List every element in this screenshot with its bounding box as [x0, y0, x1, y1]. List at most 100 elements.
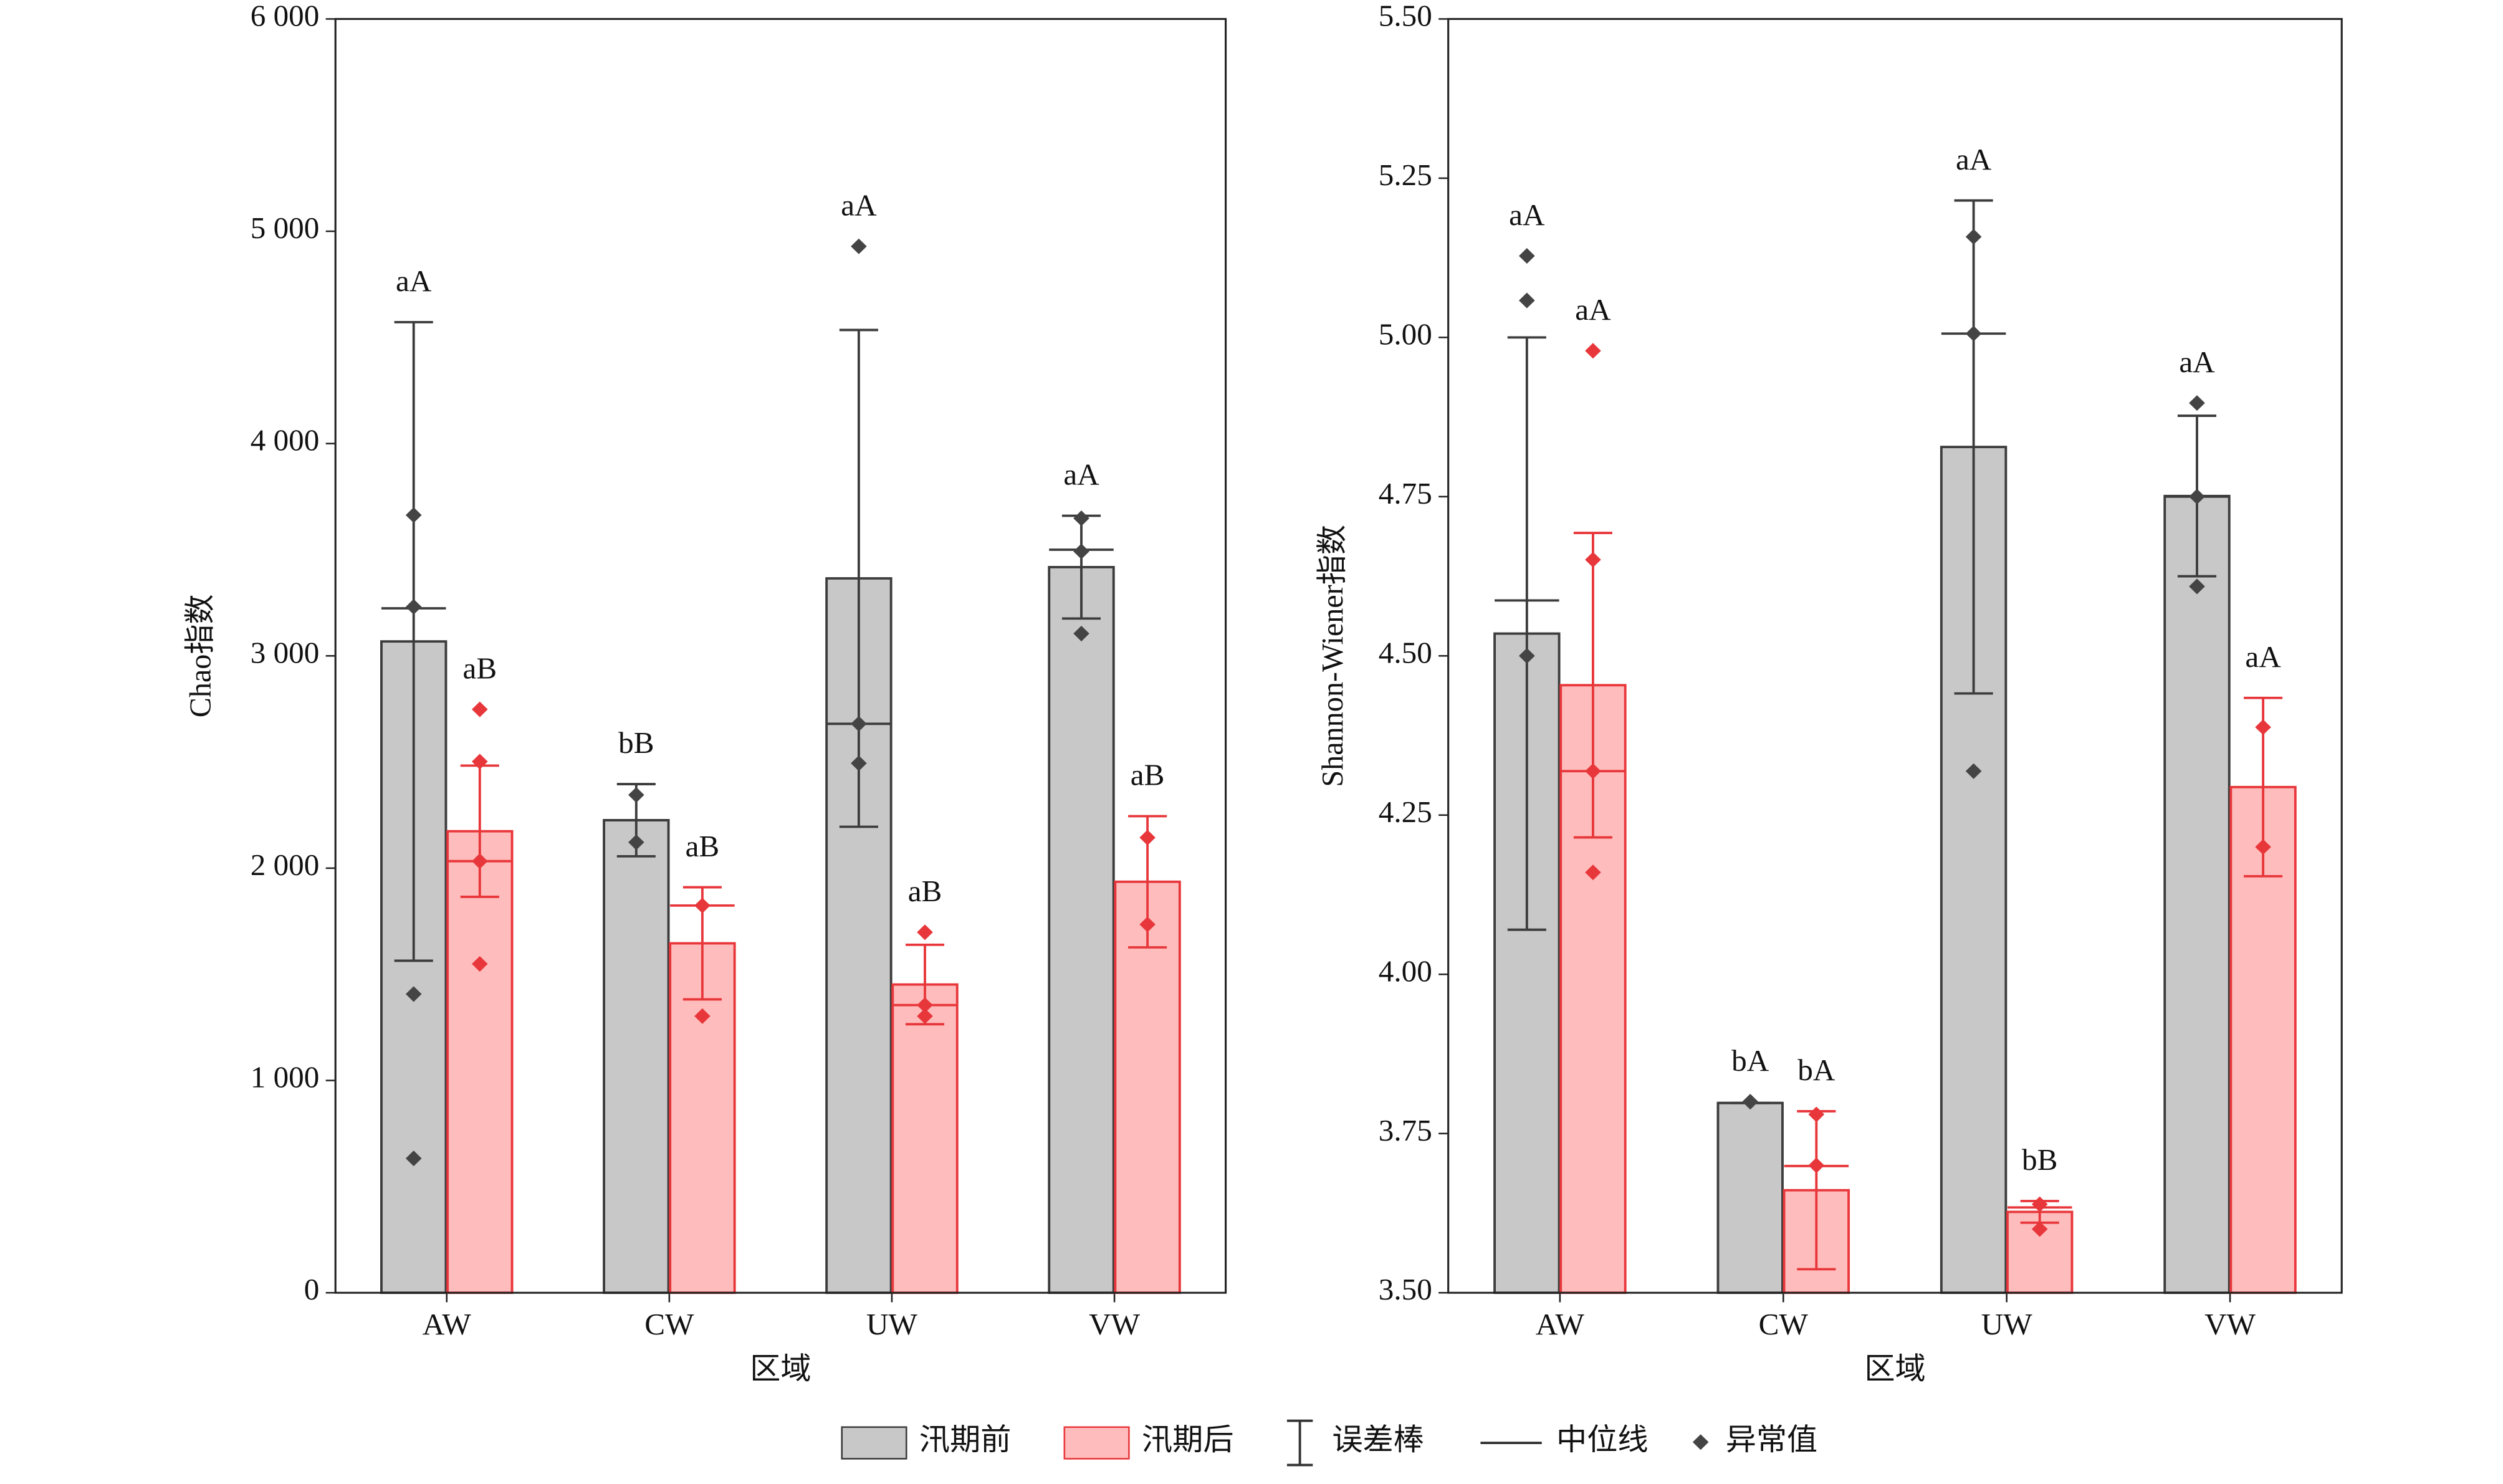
- legend-swatch: [841, 1426, 907, 1460]
- significance-label: aB: [908, 874, 942, 907]
- outlier: [1519, 292, 1535, 309]
- outlier: [851, 716, 867, 732]
- y-tick-label: 4.75: [1379, 477, 1432, 510]
- y-tick-label: 3.75: [1379, 1114, 1432, 1147]
- y-tick-label: 5.00: [1379, 318, 1432, 351]
- outlier: [1965, 763, 1982, 779]
- outlier: [851, 755, 867, 772]
- x-tick-label: UW: [866, 1308, 917, 1341]
- outlier: [628, 787, 644, 803]
- outlier: [1519, 248, 1535, 264]
- significance-label: aA: [396, 264, 431, 297]
- y-tick-label: 5 000: [251, 212, 320, 245]
- legend-icon: [1692, 1434, 1709, 1450]
- legend-label: 汛期前: [919, 1424, 1011, 1457]
- bar: [603, 819, 670, 1295]
- y-tick-label: 5.50: [1379, 0, 1432, 32]
- outlier: [1073, 625, 1089, 642]
- bar: [2163, 494, 2231, 1295]
- legend-label: 中位线: [1556, 1424, 1648, 1457]
- error-bar: [1954, 199, 1993, 695]
- outlier: [1742, 1094, 1759, 1110]
- error-bar: [1507, 336, 1546, 931]
- y-tick-label: 4.00: [1379, 955, 1432, 988]
- y-tick-label: 0: [304, 1273, 320, 1306]
- significance-label: aB: [1131, 759, 1165, 792]
- significance-label: aA: [1575, 293, 1610, 326]
- y-tick-label: 5.25: [1379, 158, 1432, 191]
- error-bar: [394, 320, 433, 962]
- outlier: [1585, 864, 1601, 881]
- y-tick-label: 4.50: [1379, 636, 1432, 669]
- outlier: [472, 853, 488, 869]
- outlier: [851, 238, 867, 254]
- y-tick-label: 3.50: [1379, 1273, 1432, 1306]
- significance-label: bA: [1797, 1054, 1835, 1087]
- y-tick-label: 4 000: [251, 424, 320, 457]
- outlier: [1808, 1157, 1825, 1174]
- outlier: [405, 986, 422, 1002]
- significance-label: aA: [2245, 640, 2280, 673]
- legend-label: 异常值: [1726, 1424, 1817, 1457]
- outlier: [694, 898, 711, 914]
- legend: 汛期前 汛期后 误差棒 中位线 异常值: [841, 1419, 1817, 1467]
- outlier: [2031, 1221, 2048, 1237]
- outlier: [1585, 552, 1601, 568]
- bar: [1048, 566, 1115, 1295]
- x-axis-title: 区域: [1864, 1352, 1925, 1385]
- significance-label: aA: [1509, 198, 1544, 231]
- outlier: [2255, 719, 2271, 735]
- error-bar: [1573, 532, 1612, 839]
- x-tick-label: CW: [644, 1308, 694, 1341]
- y-axis-title: Shannon-Wiener指数: [1315, 525, 1349, 787]
- y-tick-label: 2 000: [251, 848, 320, 881]
- outlier: [917, 997, 933, 1013]
- significance-label: bA: [1731, 1044, 1769, 1077]
- plot-frame: [1447, 17, 2343, 1294]
- x-tick-label: CW: [1759, 1308, 1808, 1341]
- significance-label: aA: [1063, 458, 1099, 491]
- x-tick-label: UW: [1981, 1308, 2032, 1341]
- significance-label: aA: [841, 189, 876, 222]
- outlier: [917, 924, 933, 941]
- y-tick-label: 3 000: [251, 636, 320, 669]
- significance-label: aB: [686, 830, 720, 863]
- x-tick-label: VW: [1089, 1308, 1140, 1341]
- legend-icon: [1286, 1419, 1313, 1467]
- outlier: [1808, 1106, 1825, 1123]
- outlier: [1139, 830, 1156, 846]
- y-tick-label: 4.25: [1379, 795, 1432, 828]
- error-bar: [839, 328, 878, 828]
- outlier: [1073, 510, 1089, 527]
- x-tick-label: VW: [2204, 1308, 2256, 1341]
- outlier: [472, 754, 488, 770]
- bar: [1716, 1101, 1784, 1295]
- x-axis-title: 区域: [750, 1352, 811, 1385]
- bar: [446, 830, 514, 1295]
- outlier: [1965, 325, 1982, 342]
- significance-label: aB: [463, 652, 497, 685]
- outlier: [1965, 229, 1982, 245]
- legend-label: 汛期后: [1142, 1424, 1233, 1457]
- y-tick-label: 1 000: [251, 1061, 320, 1094]
- significance-label: aA: [2179, 345, 2214, 378]
- significance-label: bB: [618, 727, 654, 760]
- outlier: [917, 1008, 933, 1024]
- outlier: [1585, 343, 1601, 359]
- x-tick-label: AW: [1536, 1308, 1584, 1341]
- outlier: [1073, 543, 1089, 560]
- y-axis-title: Chao指数: [183, 594, 218, 717]
- outlier: [405, 599, 422, 615]
- significance-label: bB: [2022, 1144, 2057, 1177]
- y-tick-label: 6 000: [251, 0, 320, 32]
- outlier: [405, 507, 422, 524]
- bar: [669, 942, 736, 1295]
- bar: [1114, 880, 1181, 1295]
- legend-swatch: [1063, 1426, 1130, 1460]
- significance-label: aA: [1956, 143, 1991, 176]
- outlier: [628, 834, 644, 850]
- bar: [891, 983, 959, 1295]
- outlier: [2031, 1196, 2048, 1212]
- outlier: [694, 1008, 711, 1024]
